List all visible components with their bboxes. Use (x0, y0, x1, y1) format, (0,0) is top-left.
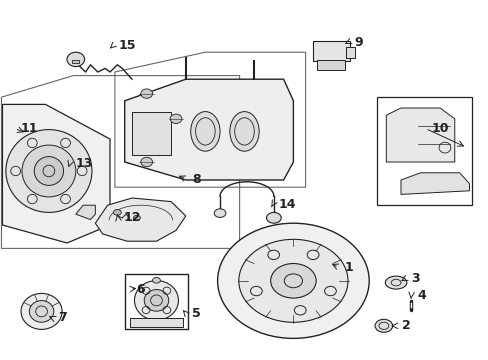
Polygon shape (124, 79, 293, 180)
Bar (72, 60, 79, 63)
Text: 15: 15 (119, 39, 136, 52)
Text: 6: 6 (136, 283, 144, 296)
Text: 10: 10 (430, 122, 448, 135)
Ellipse shape (374, 319, 392, 332)
Text: 2: 2 (401, 319, 410, 332)
Ellipse shape (152, 278, 160, 283)
Ellipse shape (266, 212, 281, 223)
Ellipse shape (21, 293, 62, 329)
Text: 5: 5 (192, 307, 201, 320)
Bar (346, 47, 354, 58)
Polygon shape (386, 108, 454, 162)
Ellipse shape (67, 52, 84, 67)
Ellipse shape (190, 112, 220, 151)
Bar (129, 318, 183, 327)
Bar (316, 60, 345, 70)
Polygon shape (95, 198, 185, 241)
Ellipse shape (217, 223, 368, 338)
Polygon shape (2, 104, 110, 243)
Ellipse shape (214, 209, 225, 217)
Ellipse shape (141, 89, 152, 98)
Ellipse shape (144, 289, 168, 311)
Text: 13: 13 (76, 157, 93, 170)
Ellipse shape (134, 280, 178, 320)
Ellipse shape (270, 264, 315, 298)
Bar (132, 112, 171, 155)
Ellipse shape (133, 215, 140, 220)
Polygon shape (76, 205, 95, 220)
Ellipse shape (170, 114, 182, 123)
Ellipse shape (141, 157, 152, 167)
Ellipse shape (238, 239, 347, 322)
Ellipse shape (229, 112, 259, 151)
Text: 9: 9 (354, 36, 363, 49)
Bar (124, 274, 188, 329)
Ellipse shape (22, 145, 76, 197)
Text: 4: 4 (416, 289, 425, 302)
Text: 8: 8 (192, 173, 201, 186)
Ellipse shape (385, 276, 406, 289)
Text: 12: 12 (123, 211, 141, 224)
Bar (376, 97, 471, 205)
Ellipse shape (6, 130, 92, 212)
Text: 7: 7 (58, 311, 66, 324)
Ellipse shape (34, 157, 63, 185)
Ellipse shape (113, 210, 121, 215)
Bar (312, 41, 349, 61)
Ellipse shape (29, 301, 54, 322)
Text: 14: 14 (278, 198, 296, 211)
Polygon shape (400, 173, 468, 194)
Text: 1: 1 (344, 261, 353, 274)
Text: 3: 3 (410, 273, 419, 285)
Text: 11: 11 (20, 122, 38, 135)
